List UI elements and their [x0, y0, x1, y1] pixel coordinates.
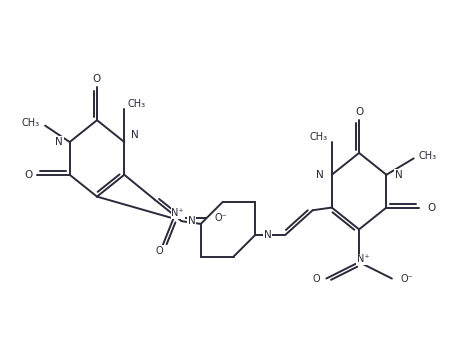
- Text: O: O: [25, 170, 33, 180]
- Text: O: O: [355, 107, 363, 117]
- Text: N: N: [131, 130, 139, 141]
- Text: CH₃: CH₃: [309, 132, 327, 142]
- Text: N⁺: N⁺: [357, 255, 370, 264]
- Text: N: N: [263, 230, 271, 240]
- Text: N⁺: N⁺: [171, 208, 184, 218]
- Text: O: O: [312, 273, 320, 284]
- Text: O: O: [93, 74, 101, 84]
- Text: N: N: [395, 170, 403, 180]
- Text: CH₃: CH₃: [418, 151, 436, 161]
- Text: O⁻: O⁻: [214, 213, 227, 223]
- Text: CH₃: CH₃: [21, 118, 40, 128]
- Text: N: N: [188, 216, 195, 226]
- Text: O: O: [427, 203, 436, 213]
- Text: O⁻: O⁻: [400, 273, 413, 284]
- Text: N: N: [316, 170, 324, 180]
- Text: N: N: [56, 137, 63, 147]
- Text: O: O: [156, 246, 163, 256]
- Text: CH₃: CH₃: [127, 99, 145, 109]
